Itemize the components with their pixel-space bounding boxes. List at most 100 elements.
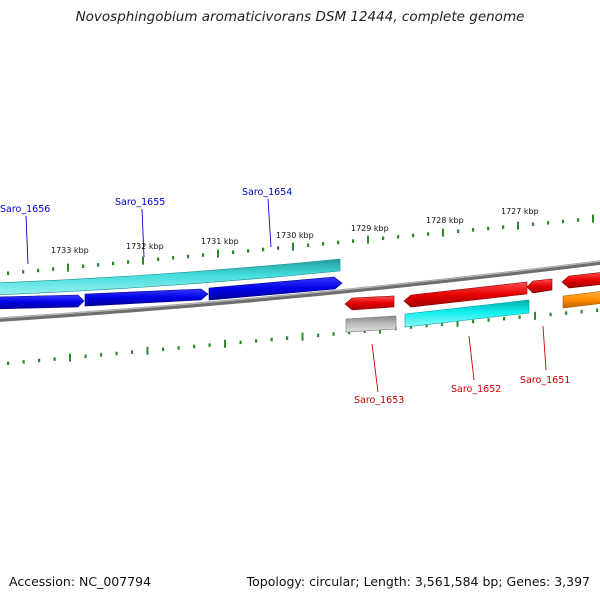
kbp-label-1728: 1728 kbp [426,216,464,225]
leader-line-saro-1654 [267,198,272,248]
inner-track-minor-tick [565,311,568,315]
outer-track-major-tick [442,228,444,237]
accession-label: Accession: NC_007794 [9,574,152,589]
inner-track-minor-tick [193,344,196,349]
gene-arrow-next[interactable] [561,272,600,289]
outer-track-minor-tick [97,263,100,267]
inner-track-minor-tick [38,358,41,363]
gene-feature-grey [345,315,397,333]
outer-track-minor-tick [277,246,280,250]
kbp-label-1733: 1733 kbp [51,246,89,255]
inner-track-minor-tick [286,336,289,340]
outer-track-minor-tick [157,257,160,262]
genome-backbone-highlight [0,260,600,319]
outer-track-major-tick [517,221,519,230]
outer-track-minor-tick [7,271,10,276]
outer-track-minor-tick [352,239,355,243]
outer-track-minor-tick [232,250,235,255]
outer-track-minor-tick [502,225,505,229]
leader-line-saro-1653 [371,343,379,393]
outer-track-minor-tick [52,267,55,271]
outer-track-minor-tick [427,232,430,236]
leader-line-saro-1655 [141,208,145,258]
gene-label-saro-1655[interactable]: Saro_1655 [115,197,165,208]
inner-track-minor-tick [363,329,366,333]
outer-track-minor-tick [397,235,400,239]
gene-label-saro-1653[interactable]: Saro_1653 [354,395,404,406]
kbp-label-1731: 1731 kbp [201,237,239,246]
outer-track-minor-tick [532,222,535,227]
inner-track-minor-tick [580,309,583,314]
inner-track-major-tick [534,311,536,320]
outer-track-minor-tick [412,233,415,238]
outer-track-minor-tick [382,236,385,241]
outer-track-minor-tick [127,260,130,264]
inner-track-major-tick [146,346,149,355]
inner-track-minor-tick [84,354,87,359]
inner-track-minor-tick [596,308,599,313]
outer-track-minor-tick [187,254,190,259]
inner-track-minor-tick [472,319,475,324]
outer-track-major-tick [67,263,69,272]
outer-track-minor-tick [82,264,85,269]
inner-track-minor-tick [317,333,320,338]
inner-track-minor-tick [410,325,413,329]
gene-label-saro-1656[interactable]: Saro_1656 [0,204,50,215]
outer-track-minor-tick [322,242,325,246]
genome-backbone [0,260,600,322]
inner-track-minor-tick [503,316,506,321]
gene-arrow-saro-1655[interactable] [84,288,209,307]
gene-arrow-saro-1651[interactable] [526,278,553,294]
leader-line-saro-1651 [542,325,547,371]
kbp-label-1732: 1732 kbp [126,242,164,251]
outer-tick-track [7,214,594,276]
inner-track-minor-tick [425,323,428,328]
gene-label-saro-1651[interactable]: Saro_1651 [520,375,570,386]
outer-track-minor-tick [112,261,115,266]
outer-track-minor-tick [472,228,475,232]
leader-line-saro-1652 [468,335,475,381]
inner-track-minor-tick [549,312,552,317]
outer-track-minor-tick [577,218,580,222]
bottom-gene-labels: Saro_1653 Saro_1652 Saro_1651 [354,325,570,406]
gene-feature-orange [562,291,600,309]
outer-track-minor-tick [172,256,175,260]
gene-arrow-saro-1654[interactable] [208,276,343,301]
gene-arrow-saro-1653[interactable] [344,295,395,311]
outer-track-minor-tick [22,270,25,274]
inner-track-minor-tick [7,361,10,366]
gene-label-saro-1654[interactable]: Saro_1654 [242,187,292,198]
inner-track-minor-tick [162,347,165,352]
gene-label-saro-1652[interactable]: Saro_1652 [451,384,501,395]
inner-track-major-tick [69,353,71,362]
inner-track-minor-tick [177,346,180,350]
outer-track-minor-tick [547,221,550,225]
inner-track-minor-tick [441,322,444,326]
outer-track-minor-tick [202,253,205,257]
inner-track-minor-tick [22,360,25,364]
outer-track-minor-tick [457,229,460,234]
outer-track-minor-tick [37,268,40,273]
top-gene-labels: Saro_1656 Saro_1655 Saro_1654 [0,187,292,265]
outer-track-minor-tick [247,249,250,253]
outer-track-major-tick [592,214,594,223]
inner-track-minor-tick [332,332,335,336]
genome-title: Novosphingobium aromaticivorans DSM 1244… [75,9,525,25]
kbp-label-1727: 1727 kbp [501,207,539,216]
outer-track-major-tick [292,242,294,251]
inner-track-minor-tick [255,339,258,343]
outer-track-minor-tick [307,243,310,248]
leader-line-saro-1656 [25,215,29,265]
outer-track-minor-tick [562,219,565,224]
outer-track-major-tick [217,249,219,258]
outer-track-minor-tick [487,226,490,231]
inner-track-minor-tick [100,353,103,357]
inner-track-major-tick [224,339,226,348]
inner-track-minor-tick [487,318,490,322]
gene-arrow-saro-1652[interactable] [403,281,528,308]
kbp-tick-labels: 1733 kbp 1732 kbp 1731 kbp 1730 kbp 1729… [51,207,539,255]
inner-track-major-tick [456,318,459,327]
inner-track-minor-tick [53,357,56,361]
gene-arrow-saro-1656[interactable] [0,294,85,310]
